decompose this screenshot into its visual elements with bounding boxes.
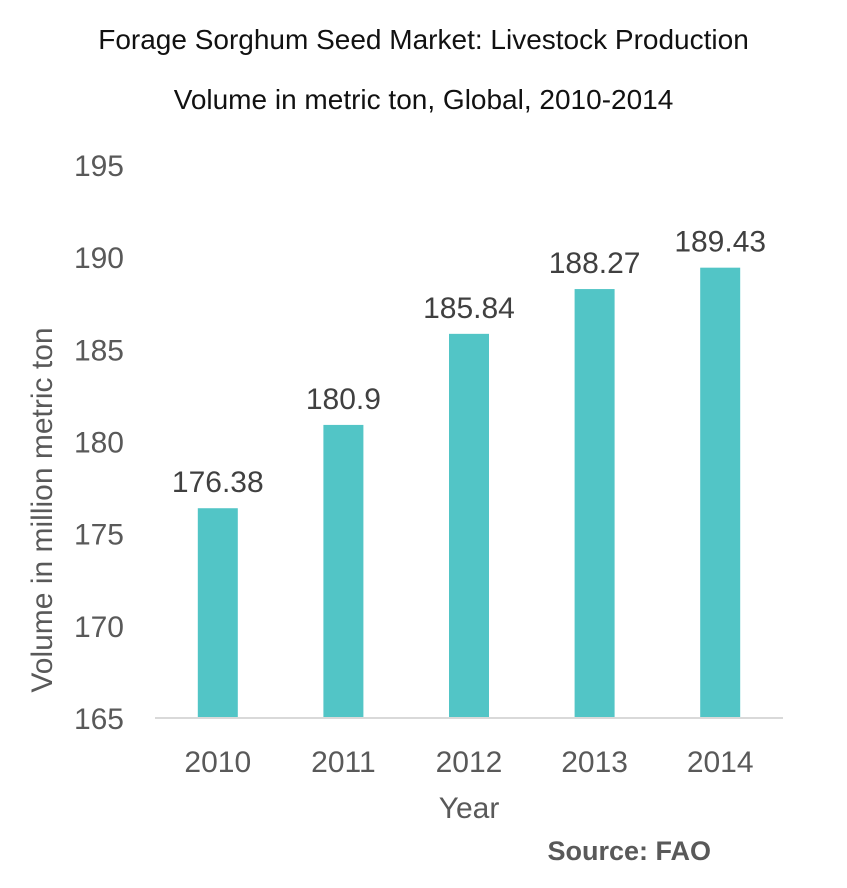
bar [700,267,741,718]
bar [323,424,364,718]
x-axis-label: Year [439,792,500,825]
bar [197,508,238,718]
x-tick-label: 2010 [184,746,251,779]
y-tick-label: 185 [74,334,124,367]
bar-value-label: 185.84 [423,292,515,325]
bars [197,267,741,718]
x-axis-ticks: 2010 2011 2012 2013 2014 [184,746,753,779]
bar-value-label: 188.27 [549,247,641,280]
bar-value-label: 189.43 [674,226,766,259]
x-tick-label: 2014 [687,746,754,779]
y-tick-label: 170 [74,611,124,644]
y-tick-label: 195 [74,150,124,183]
y-tick-label: 175 [74,519,124,552]
bar-value-label: 180.9 [306,383,381,416]
y-axis-ticks: 165 170 175 180 185 190 195 [74,150,124,736]
bar-value-label: 176.38 [172,466,264,499]
x-tick-label: 2013 [561,746,628,779]
bar [449,333,489,718]
y-tick-label: 180 [74,427,124,460]
source-note: Source: FAO [547,836,711,866]
y-axis-label: Volume in million metric ton [26,327,59,692]
bar [574,289,615,718]
chart-title: Forage Sorghum Seed Market: Livestock Pr… [98,24,749,55]
y-tick-label: 165 [74,703,124,736]
x-tick-label: 2012 [436,746,503,779]
chart-subtitle: Volume in metric ton, Global, 2010-2014 [173,84,674,115]
data-labels: 176.38 180.9 185.84 188.27 189.43 [172,226,766,500]
y-tick-label: 190 [74,242,124,275]
x-tick-label: 2011 [311,746,376,779]
